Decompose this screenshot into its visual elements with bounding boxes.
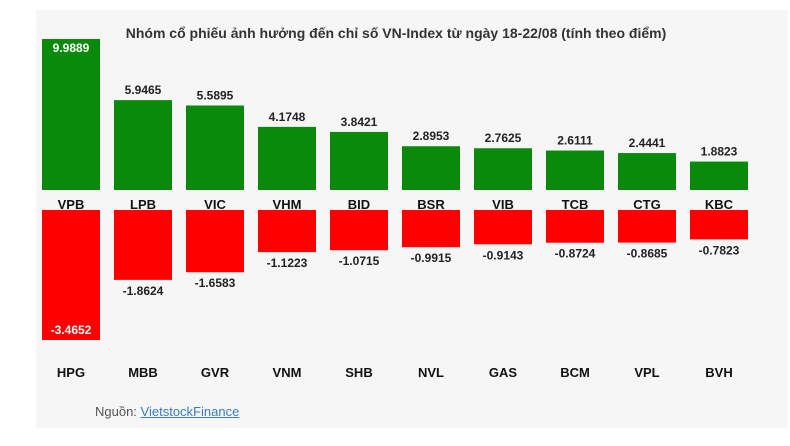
source-link[interactable]: VietstockFinance: [140, 404, 240, 419]
bar-ctg: [618, 153, 676, 190]
value-label-nvl: -0.9915: [411, 251, 452, 265]
category-label-vib: VIB: [492, 197, 514, 212]
category-label-mbb: MBB: [128, 365, 158, 380]
value-label-vib: 2.7625: [485, 131, 522, 145]
category-label-kbc: KBC: [705, 197, 734, 212]
value-label-lpb: 5.9465: [125, 83, 162, 97]
category-label-gas: GAS: [489, 365, 518, 380]
value-label-ctg: 2.4441: [629, 136, 666, 150]
category-label-vic: VIC: [204, 197, 226, 212]
category-label-lpb: LPB: [130, 197, 156, 212]
value-label-vhm: 4.1748: [269, 110, 306, 124]
bar-bcm: [546, 210, 604, 243]
value-label-vpb: 9.9889: [53, 41, 90, 55]
value-label-kbc: 1.8823: [701, 145, 738, 159]
bar-nvl: [402, 210, 460, 248]
source-label: Nguồn:: [95, 404, 141, 419]
value-label-vnm: -1.1223: [267, 256, 308, 270]
value-label-bid: 3.8421: [341, 115, 378, 129]
value-label-vic: 5.5895: [197, 89, 234, 103]
bar-bsr: [402, 146, 460, 190]
category-label-ctg: CTG: [633, 197, 660, 212]
value-label-vpl: -0.8685: [627, 247, 668, 261]
positive-bars: 9.9889 VPB 5.9465 LPB 5.5895 VIC 4.1748 VHM 3.84…: [42, 39, 748, 212]
category-label-bcm: BCM: [560, 365, 590, 380]
value-label-bcm: -0.8724: [555, 247, 596, 261]
bar-lpb: [114, 100, 172, 190]
category-label-bid: BID: [348, 197, 370, 212]
category-label-tcb: TCB: [562, 197, 589, 212]
chart-frame: Nhóm cổ phiếu ảnh hưởng đến chỉ số VN-In…: [36, 10, 788, 428]
bar-vic: [186, 105, 244, 190]
value-label-hpg: -3.4652: [51, 323, 92, 337]
bar-bid: [330, 131, 388, 190]
category-label-nvl: NVL: [418, 365, 444, 380]
bar-gas: [474, 210, 532, 245]
bar-gvr: [186, 210, 244, 273]
category-label-vnm: VNM: [273, 365, 302, 380]
value-label-shb: -1.0715: [339, 254, 380, 268]
bar-bvh: [690, 210, 748, 240]
category-label-bsr: BSR: [417, 197, 445, 212]
category-label-bvh: BVH: [705, 365, 732, 380]
bar-tcb: [546, 150, 604, 190]
bar-vnm: [258, 210, 316, 253]
category-label-vpl: VPL: [634, 365, 659, 380]
category-label-gvr: GVR: [201, 365, 230, 380]
value-label-bvh: -0.7823: [699, 243, 740, 257]
value-label-mbb: -1.8624: [123, 284, 164, 298]
category-label-vhm: VHM: [273, 197, 302, 212]
value-label-tcb: 2.6111: [557, 134, 593, 148]
value-label-gvr: -1.6583: [195, 276, 236, 290]
bar-shb: [330, 210, 388, 251]
category-label-vpb: VPB: [58, 197, 85, 212]
category-label-hpg: HPG: [57, 365, 85, 380]
bar-kbc: [690, 161, 748, 190]
bar-mbb: [114, 210, 172, 280]
negative-bars: -3.4652 HPG -1.8624 MBB -1.6583 GVR -1.1223 VNM…: [42, 210, 748, 380]
value-label-bsr: 2.8953: [413, 129, 450, 143]
bar-hpg: [42, 210, 100, 340]
chart: Nhóm cổ phiếu ảnh hưởng đến chỉ số VN-In…: [42, 25, 748, 380]
value-label-gas: -0.9143: [483, 248, 524, 262]
bar-vpl: [618, 210, 676, 243]
category-label-shb: SHB: [345, 365, 372, 380]
bar-vib: [474, 148, 532, 190]
bar-vhm: [258, 126, 316, 190]
chart-title: Nhóm cổ phiếu ảnh hưởng đến chỉ số VN-In…: [126, 25, 667, 41]
source-note: Nguồn: VietstockFinance: [95, 404, 239, 419]
bar-vpb: [42, 39, 100, 190]
